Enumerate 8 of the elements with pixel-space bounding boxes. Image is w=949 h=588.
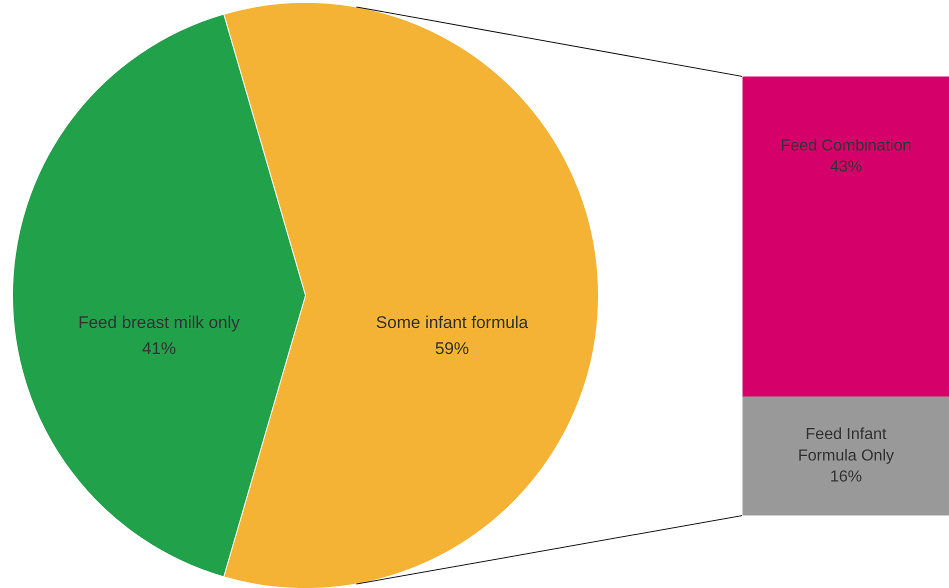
series-label: Feed Combination [780, 137, 912, 154]
data-label: 43% [830, 158, 862, 176]
data-label: 16% [830, 468, 862, 486]
data-label: 59% [434, 338, 470, 358]
data-label: 41% [142, 338, 176, 358]
slice-label: Feed breast milk only [78, 313, 240, 332]
slice-label: Some infant formula [376, 313, 529, 332]
series-label: Feed Infant Formula Only [798, 426, 894, 464]
